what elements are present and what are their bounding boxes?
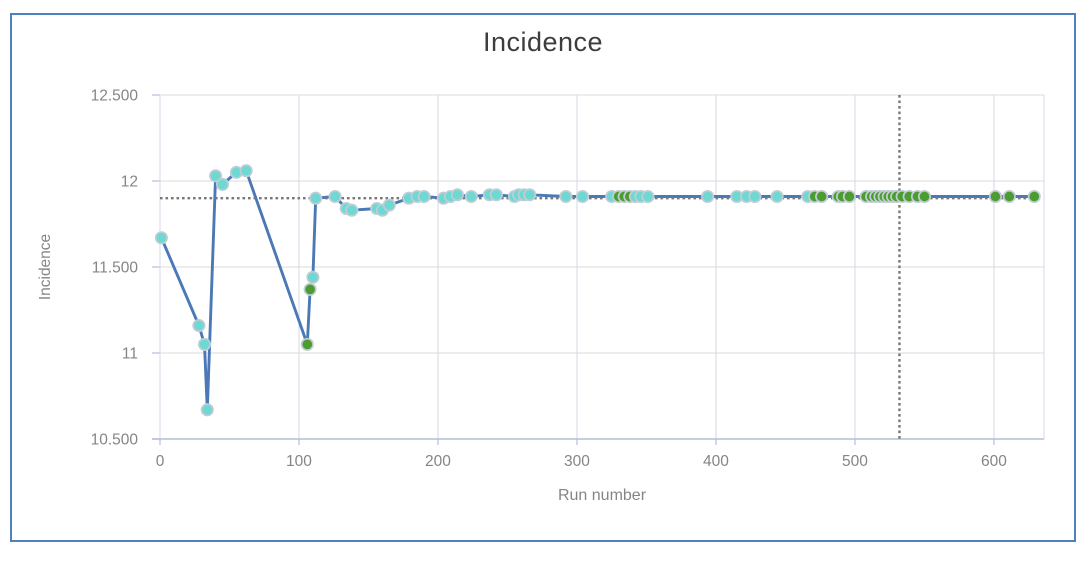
- x-axis-title: Run number: [557, 487, 647, 504]
- data-point-marker: [192, 318, 206, 333]
- data-point-marker: [641, 189, 655, 204]
- data-point-marker: [815, 189, 829, 204]
- data-point-marker: [328, 189, 342, 204]
- data-point-marker: [382, 198, 396, 212]
- x-tick-label: 300: [564, 453, 590, 470]
- x-tick-label: 100: [286, 453, 312, 470]
- data-point-marker: [303, 282, 317, 296]
- data-point-marker: [306, 270, 320, 284]
- chart-title: Incidence: [482, 27, 604, 57]
- x-tick-label: 400: [703, 453, 729, 470]
- data-point-marker: [197, 337, 212, 351]
- data-point-marker: [209, 169, 223, 183]
- x-tick-label: 0: [156, 453, 165, 470]
- data-point-marker: [559, 189, 573, 204]
- data-point-marker: [842, 189, 856, 204]
- data-point-marker: [770, 189, 784, 204]
- data-point-marker: [154, 231, 168, 245]
- data-point-marker: [1002, 189, 1016, 204]
- x-tick-label: 500: [842, 453, 868, 470]
- data-point-marker: [1027, 189, 1041, 204]
- data-point-marker: [450, 188, 464, 202]
- x-tick-label: 600: [981, 453, 1007, 470]
- data-point-marker: [239, 164, 253, 178]
- data-point-marker: [215, 177, 230, 191]
- data-point-marker: [701, 189, 715, 204]
- y-tick-label: 12.500: [91, 88, 139, 105]
- y-tick-label: 11: [122, 346, 138, 363]
- data-point-marker: [575, 189, 590, 204]
- y-tick-label: 10.500: [91, 432, 139, 449]
- x-tick-label: 200: [425, 453, 451, 470]
- y-axis-title: Incidence: [37, 233, 54, 301]
- y-tick-label: 12: [121, 174, 138, 191]
- data-point-marker: [464, 189, 478, 204]
- data-point-marker: [523, 188, 537, 202]
- data-point-marker: [489, 188, 503, 202]
- data-point-marker: [917, 189, 932, 204]
- data-point-marker: [988, 189, 1002, 204]
- data-point-marker: [417, 189, 431, 204]
- series-line: [160, 169, 1035, 412]
- data-point-marker: [300, 337, 314, 351]
- data-point-marker: [309, 191, 323, 205]
- data-point-marker: [748, 189, 762, 204]
- y-tick-label: 11.500: [92, 260, 139, 277]
- data-point-marker: [345, 203, 359, 217]
- data-point-marker: [200, 403, 214, 417]
